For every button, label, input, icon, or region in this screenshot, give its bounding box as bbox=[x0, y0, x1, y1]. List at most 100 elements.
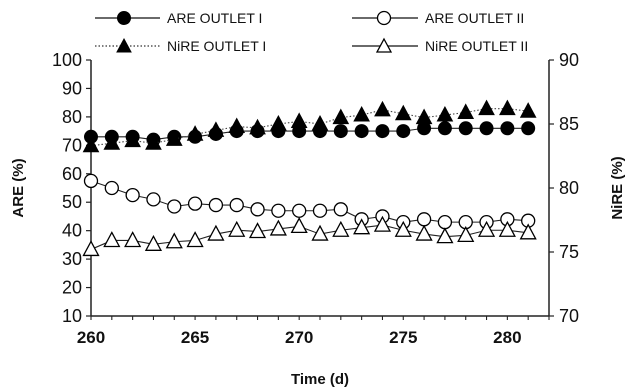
legend-entry-nire-outlet-2: NiRE OUTLET II bbox=[352, 37, 528, 54]
data-point bbox=[478, 99, 495, 116]
legend-marker-open-circle bbox=[376, 10, 392, 26]
y-tick-label-right: 85 bbox=[559, 114, 579, 134]
series-are-outlet-ii bbox=[83, 173, 536, 230]
data-point bbox=[165, 232, 183, 249]
series-line bbox=[90, 108, 529, 147]
series-layer bbox=[82, 99, 537, 257]
data-point bbox=[290, 112, 308, 128]
data-point bbox=[186, 231, 204, 248]
data-point bbox=[436, 105, 454, 122]
data-point bbox=[249, 118, 266, 135]
data-point bbox=[500, 121, 515, 136]
data-point bbox=[82, 136, 100, 153]
legend-label-nire-outlet-1: NiRE OUTLET I bbox=[167, 38, 266, 54]
data-point bbox=[186, 125, 204, 141]
data-point bbox=[248, 222, 267, 239]
data-point bbox=[103, 134, 121, 150]
y-ticks-left: 10 20 30 40 50 60 70 80 90 100 bbox=[52, 50, 91, 326]
data-point bbox=[479, 121, 494, 136]
data-point bbox=[269, 219, 287, 236]
data-point bbox=[104, 180, 119, 196]
data-point bbox=[457, 103, 475, 119]
y-tick-label-right: 90 bbox=[559, 50, 579, 70]
y-tick-label-right: 80 bbox=[559, 178, 579, 198]
y-tick-label-left: 30 bbox=[62, 249, 82, 269]
legend-label-nire-outlet-2: NiRE OUTLET II bbox=[425, 38, 528, 54]
legend-label-are-outlet-1: ARE OUTLET I bbox=[167, 10, 262, 26]
y-tick-label-left: 50 bbox=[62, 192, 82, 212]
data-point bbox=[290, 217, 308, 234]
data-point bbox=[207, 121, 225, 137]
x-tick-label: 270 bbox=[285, 328, 313, 347]
data-point bbox=[292, 203, 307, 218]
legend-entry-are-outlet-2: ARE OUTLET II bbox=[352, 10, 524, 26]
legend-marker-filled-triangle bbox=[116, 37, 132, 53]
data-point bbox=[354, 124, 369, 139]
data-point bbox=[103, 231, 121, 248]
data-point bbox=[457, 225, 475, 243]
data-point bbox=[145, 134, 162, 150]
y-tick-label-left: 100 bbox=[52, 50, 82, 70]
data-point bbox=[312, 203, 328, 218]
data-point bbox=[458, 121, 473, 136]
x-tick-label: 275 bbox=[389, 328, 417, 347]
data-point bbox=[415, 108, 433, 125]
data-point bbox=[124, 231, 142, 248]
data-point bbox=[311, 114, 329, 131]
y-tick-label-left: 40 bbox=[62, 221, 82, 241]
legend-marker-open-triangle bbox=[375, 37, 393, 53]
data-point bbox=[167, 199, 182, 214]
data-point bbox=[499, 99, 516, 116]
x-tick-label: 280 bbox=[493, 328, 521, 347]
series-line bbox=[90, 224, 529, 250]
y-tick-label-left: 90 bbox=[62, 78, 82, 98]
y-tick-label-right: 70 bbox=[559, 306, 579, 326]
y-ticks-right: 70 75 80 85 90 bbox=[549, 50, 579, 326]
data-point bbox=[250, 202, 265, 217]
data-point bbox=[332, 108, 350, 125]
data-point bbox=[229, 197, 244, 213]
y-tick-label-left: 80 bbox=[62, 107, 82, 127]
data-point bbox=[82, 240, 100, 257]
data-point bbox=[498, 220, 516, 237]
data-point bbox=[394, 104, 412, 121]
data-point bbox=[146, 192, 161, 207]
data-point bbox=[396, 124, 411, 139]
y-axis-label-right: NiRE (%) bbox=[609, 156, 626, 219]
data-point bbox=[311, 224, 329, 241]
data-point bbox=[394, 220, 412, 237]
data-point bbox=[187, 196, 203, 211]
data-point bbox=[416, 212, 432, 227]
x-tick-label: 265 bbox=[181, 328, 209, 347]
data-point bbox=[415, 224, 433, 241]
legend-label-are-outlet-2: ARE OUTLET II bbox=[425, 10, 524, 26]
data-point bbox=[270, 114, 287, 131]
data-point bbox=[228, 117, 246, 134]
y-tick-label-left: 60 bbox=[62, 164, 82, 184]
data-point bbox=[333, 202, 348, 217]
data-point bbox=[519, 102, 537, 118]
data-point bbox=[332, 220, 350, 237]
data-point bbox=[144, 234, 163, 251]
data-point bbox=[125, 187, 140, 203]
data-point bbox=[333, 124, 348, 139]
data-point bbox=[353, 105, 370, 122]
series-nire-outlet-i bbox=[82, 99, 537, 153]
data-point bbox=[165, 130, 183, 146]
data-point bbox=[83, 173, 99, 189]
data-point bbox=[228, 220, 246, 237]
x-ticks: 260 265 270 275 280 bbox=[77, 316, 550, 347]
data-point bbox=[207, 224, 225, 241]
data-point bbox=[375, 124, 390, 139]
legend-entry-are-outlet-1: ARE OUTLET I bbox=[95, 10, 262, 26]
y-axis-label-left: ARE (%) bbox=[10, 158, 27, 217]
data-point bbox=[437, 121, 452, 136]
data-point bbox=[519, 223, 537, 240]
series-nire-outlet-ii bbox=[82, 215, 537, 257]
data-point bbox=[353, 218, 371, 235]
series-line bbox=[91, 127, 529, 141]
y-tick-label-left: 70 bbox=[62, 135, 82, 155]
x-axis-label: Time (d) bbox=[291, 371, 349, 388]
y-tick-label-left: 10 bbox=[62, 306, 82, 326]
